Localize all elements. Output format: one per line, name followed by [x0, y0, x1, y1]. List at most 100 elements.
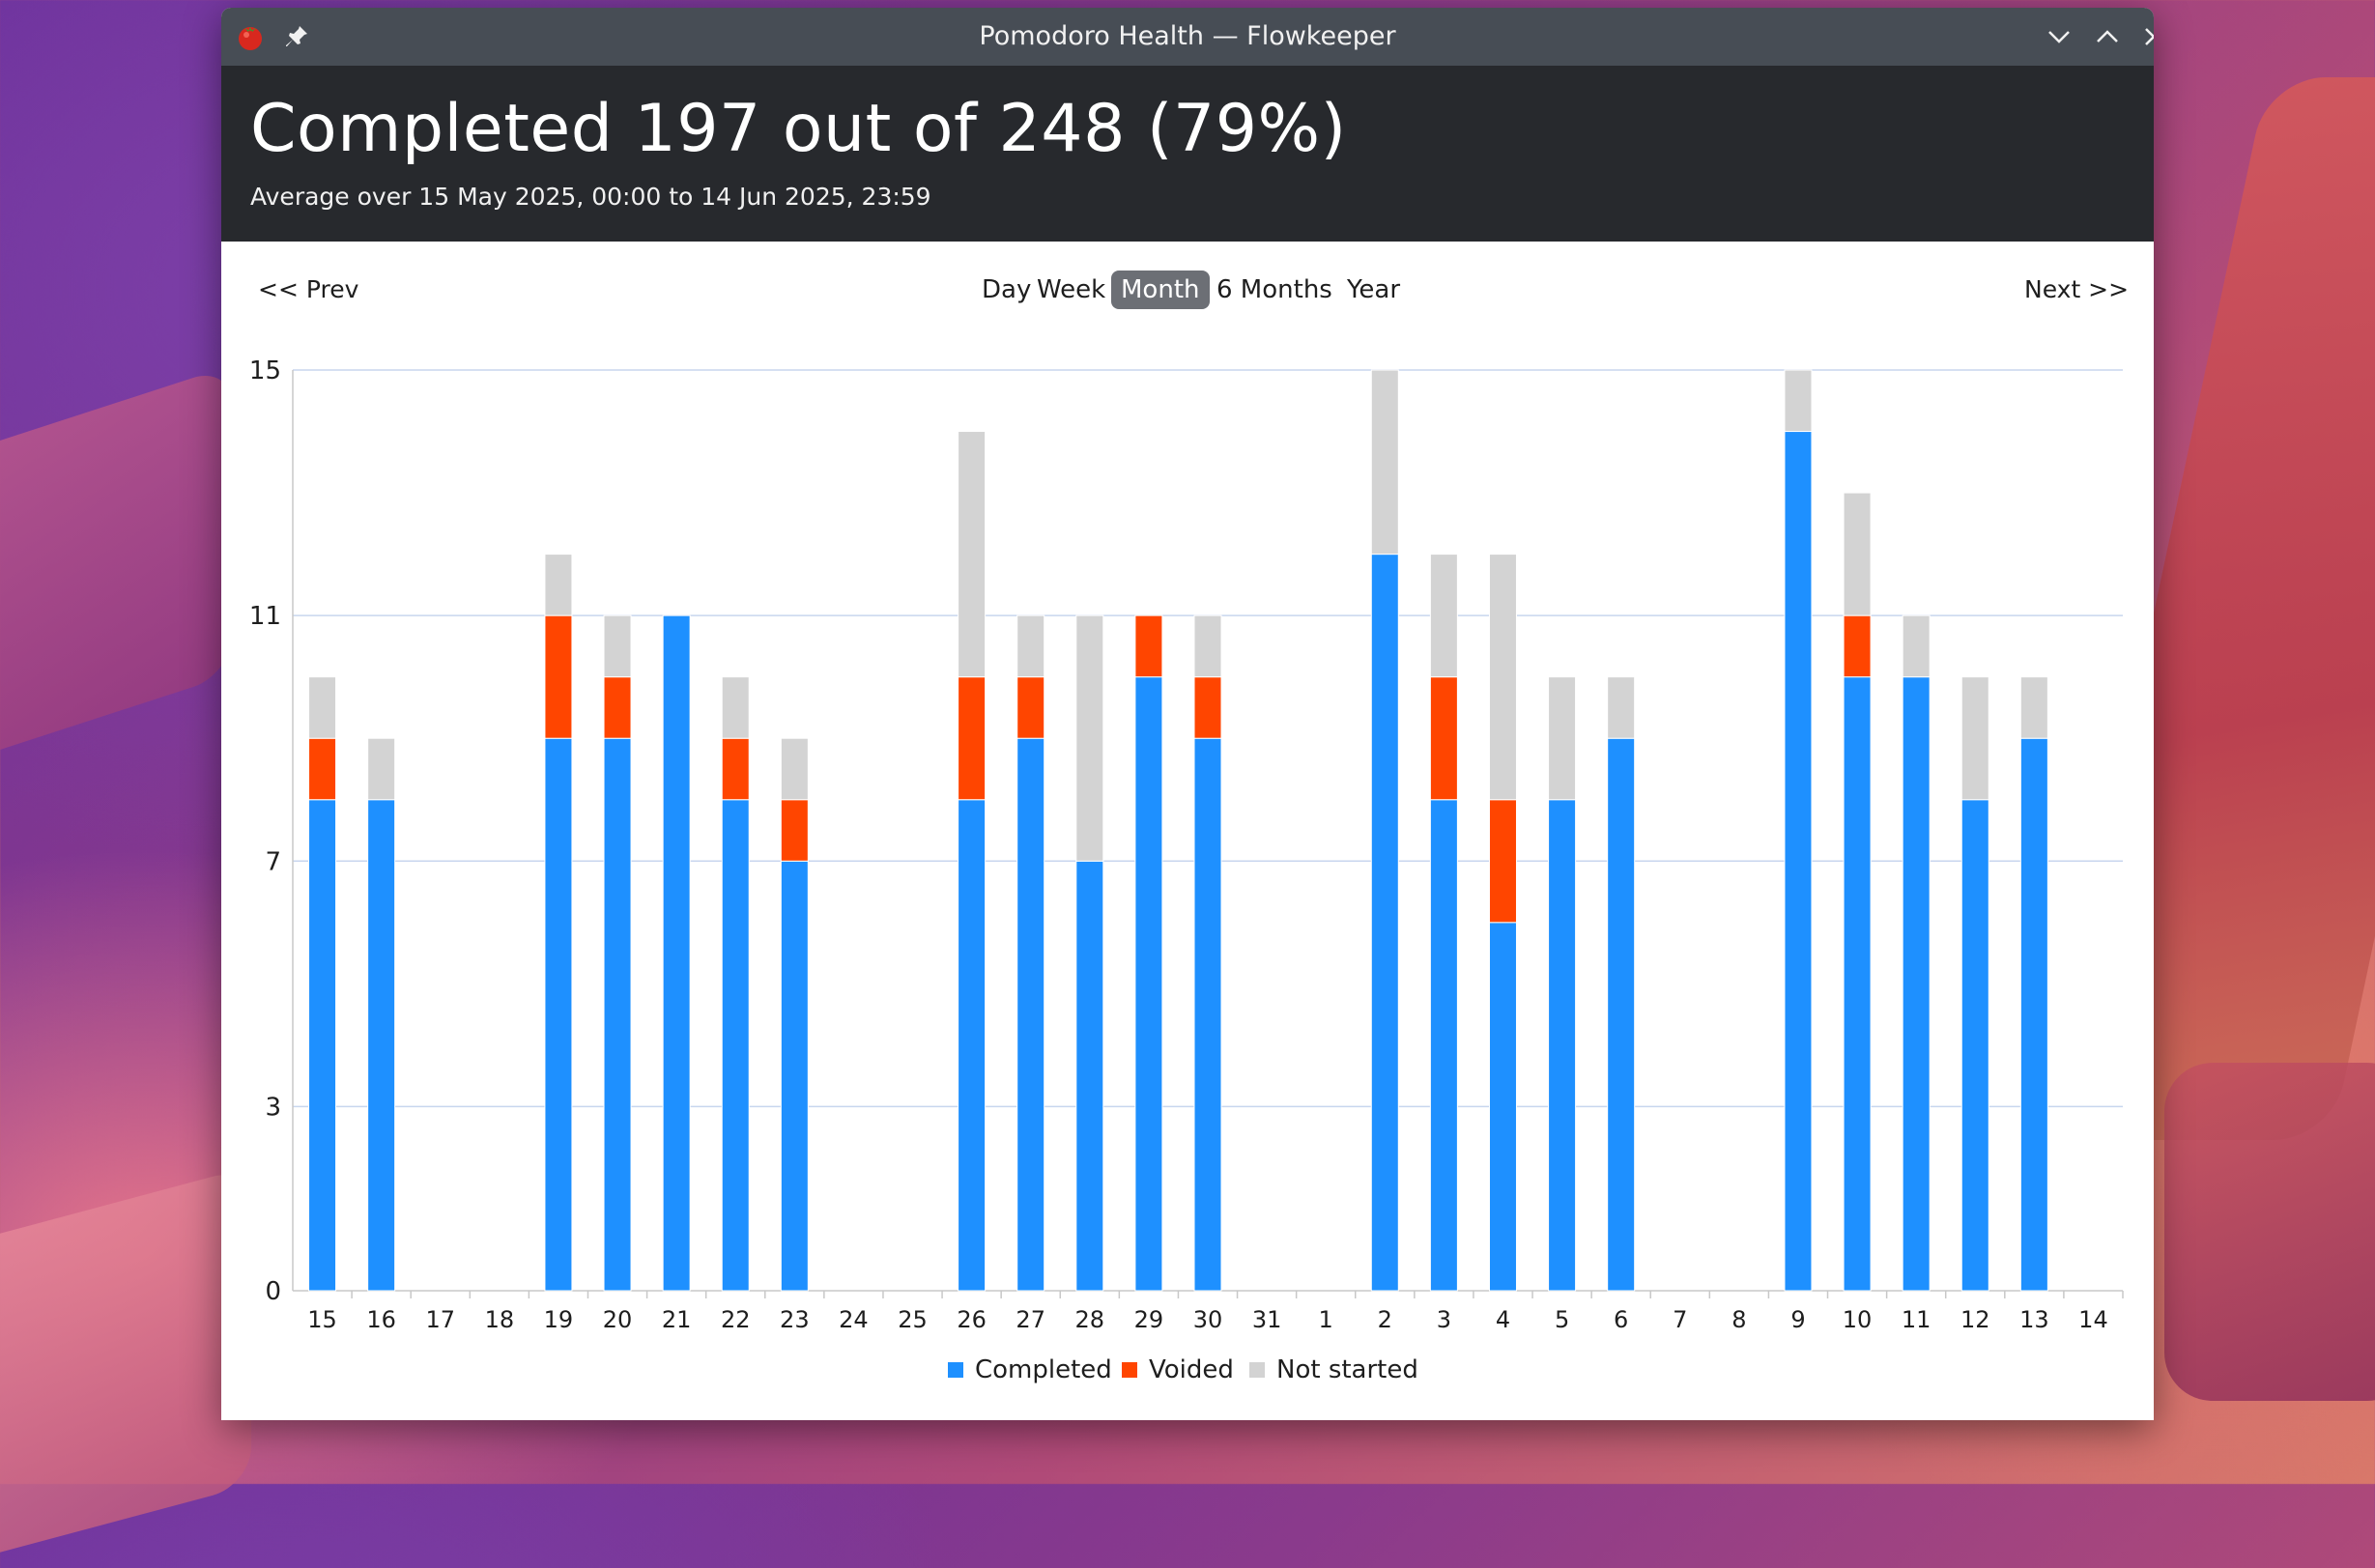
bar-segment-completed [1784, 431, 1813, 1292]
period-year-button[interactable]: Year [1347, 275, 1401, 304]
prev-button[interactable]: << Prev [258, 275, 359, 303]
legend-label-not-started: Not started [1276, 1355, 1418, 1384]
x-tick-label: 30 [1193, 1306, 1223, 1333]
x-tick-label: 2 [1378, 1306, 1392, 1333]
bar-segment-voided [721, 737, 750, 801]
period-month-button[interactable]: Month [1111, 271, 1210, 309]
titlebar: Pomodoro Health — Flowkeeper [221, 8, 2154, 66]
x-tick-label: 31 [1252, 1306, 1282, 1333]
period-day-button[interactable]: Day [982, 275, 1032, 304]
bar-segment-voided [1193, 676, 1222, 739]
x-tick-label: 23 [780, 1306, 810, 1333]
bar-segment-not-started [1075, 614, 1104, 862]
bar-segment-voided [308, 737, 337, 801]
legend-label-voided: Voided [1149, 1355, 1234, 1384]
period-week-button[interactable]: Week [1037, 275, 1106, 304]
bar-segment-voided [780, 799, 809, 862]
bar-segment-completed [1193, 737, 1222, 1292]
x-tick-label: 9 [1790, 1306, 1805, 1333]
x-tick-label: 24 [839, 1306, 869, 1333]
x-tick-label: 4 [1496, 1306, 1510, 1333]
x-tick-label: 13 [2019, 1306, 2049, 1333]
chevron-down-icon[interactable] [2042, 19, 2076, 54]
wallpaper-shape [0, 365, 232, 775]
bar-segment-voided [1429, 676, 1458, 801]
x-tick-label: 15 [307, 1306, 337, 1333]
bar-segment-completed [544, 737, 573, 1292]
x-tick-label: 17 [425, 1306, 455, 1333]
x-tick-label: 6 [1614, 1306, 1628, 1333]
bar-segment-not-started [1784, 369, 1813, 433]
x-tick-label: 12 [1960, 1306, 1990, 1333]
legend-item-completed: Completed [948, 1354, 1112, 1386]
bar-segment-completed [1075, 860, 1104, 1292]
bar-segment-completed [603, 737, 632, 1292]
bar-segment-voided [1488, 799, 1517, 924]
summary-title: Completed 197 out of 248 (79%) [250, 91, 1347, 167]
x-tick-label: 22 [721, 1306, 751, 1333]
bar-segment-completed [662, 614, 691, 1292]
x-tick-label: 10 [1843, 1306, 1873, 1333]
x-tick-label: 8 [1731, 1306, 1746, 1333]
bar-segment-voided [958, 676, 987, 801]
legend-swatch-completed [948, 1362, 963, 1378]
bar-segment-completed [1370, 554, 1399, 1292]
legend-label-completed: Completed [975, 1355, 1112, 1384]
summary-header: Completed 197 out of 248 (79%) Average o… [221, 66, 2154, 242]
legend-swatch-voided [1122, 1362, 1137, 1378]
x-tick-label: 21 [662, 1306, 692, 1333]
legend-item-not-started: Not started [1249, 1354, 1418, 1386]
x-tick-label: 25 [898, 1306, 928, 1333]
x-tick-label: 29 [1134, 1306, 1164, 1333]
y-tick-label: 3 [265, 1093, 281, 1122]
bar-segment-completed [780, 860, 809, 1292]
bar-segment-voided [1016, 676, 1045, 739]
bar-segment-not-started [1902, 614, 1931, 678]
x-tick-label: 14 [2078, 1306, 2108, 1333]
bar-segment-not-started [1607, 676, 1636, 739]
bar-segment-completed [958, 799, 987, 1292]
bar-segment-not-started [603, 614, 632, 678]
x-tick-label: 20 [603, 1306, 633, 1333]
pin-icon[interactable] [281, 21, 312, 52]
app-window: Pomodoro Health — Flowkeeper Completed 1… [221, 8, 2154, 1420]
x-tick-label: 16 [366, 1306, 396, 1333]
x-tick-label: 11 [1902, 1306, 1931, 1333]
bar-segment-voided [1134, 614, 1163, 678]
chevron-up-icon[interactable] [2090, 19, 2125, 54]
bar-segment-not-started [1488, 554, 1517, 801]
bar-segment-not-started [1193, 614, 1222, 678]
bar-segment-not-started [2019, 676, 2048, 739]
close-icon[interactable] [2136, 19, 2154, 54]
bar-segment-not-started [1370, 369, 1399, 556]
y-tick-label: 7 [265, 847, 281, 876]
bar-segment-not-started [1548, 676, 1577, 801]
window-title: Pomodoro Health — Flowkeeper [979, 21, 1396, 51]
bar-segment-not-started [367, 737, 396, 801]
bar-segment-not-started [1960, 676, 1989, 801]
bar-segment-completed [1902, 676, 1931, 1292]
x-tick-label: 3 [1437, 1306, 1451, 1333]
x-tick-label: 5 [1555, 1306, 1569, 1333]
x-tick-label: 26 [957, 1306, 987, 1333]
bar-segment-completed [367, 799, 396, 1292]
x-tick-label: 7 [1673, 1306, 1687, 1333]
bar-segment-not-started [1843, 492, 1872, 616]
bar-segment-completed [1016, 737, 1045, 1292]
bar-segment-voided [544, 614, 573, 739]
bar-segment-completed [1843, 676, 1872, 1292]
y-tick-label: 15 [249, 356, 281, 385]
bar-segment-completed [308, 799, 337, 1292]
bar-segment-not-started [544, 554, 573, 616]
x-tick-label: 19 [544, 1306, 574, 1333]
tomato-icon[interactable] [235, 21, 266, 52]
legend-swatch-not-started [1249, 1362, 1265, 1378]
bar-segment-completed [2019, 737, 2048, 1292]
y-tick-label: 0 [265, 1277, 281, 1306]
y-tick-label: 11 [249, 602, 281, 631]
bar-segment-not-started [1429, 554, 1458, 678]
x-tick-label: 1 [1319, 1306, 1333, 1333]
next-button[interactable]: Next >> [2024, 275, 2130, 303]
period-6-months-button[interactable]: 6 Months [1216, 275, 1332, 304]
